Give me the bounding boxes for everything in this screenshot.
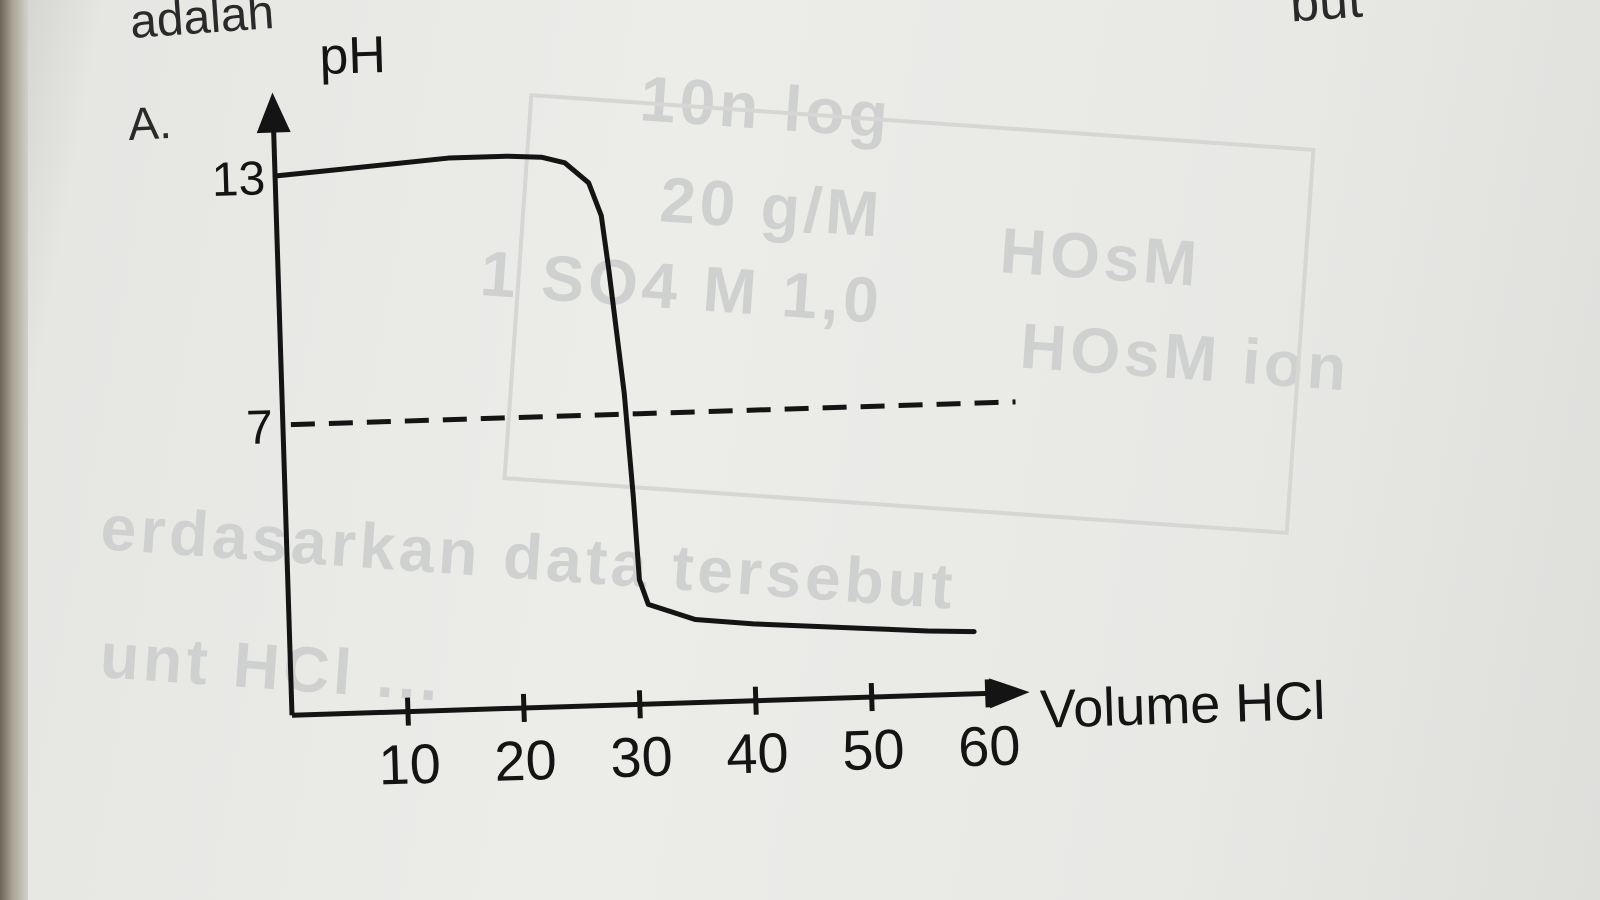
x-axis-line (291, 690, 1005, 718)
y-axis-arrow (256, 92, 291, 134)
x-tick-label: 10 (377, 732, 441, 797)
y-tick-label: 13 (211, 152, 266, 207)
x-tick-label: 60 (957, 713, 1021, 778)
y-axis-line (270, 115, 295, 716)
y-tick-label: 7 (245, 401, 273, 455)
x-tick-mark (984, 679, 991, 708)
x-tick-mark (636, 690, 643, 719)
x-axis-arrow (989, 678, 1030, 709)
x-tick-label: 20 (493, 728, 557, 793)
reference-line-ph7 (290, 399, 1016, 428)
x-axis-title: Volume HCl (1039, 671, 1326, 740)
x-tick-mark (868, 682, 875, 712)
x-tick-label: 40 (725, 721, 789, 786)
plot-area: 10 20 30 40 50 60 13 7 pH Volume HCl (211, 26, 1326, 797)
x-tick-label: 30 (609, 724, 673, 789)
x-tick-mark (752, 686, 759, 715)
x-tick-mark (405, 697, 411, 726)
series-line (272, 153, 977, 635)
x-tick-label: 50 (841, 717, 905, 782)
x-tick-mark (520, 693, 527, 723)
y-axis-title: pH (318, 26, 386, 86)
book-spine-shadow (0, 0, 28, 900)
